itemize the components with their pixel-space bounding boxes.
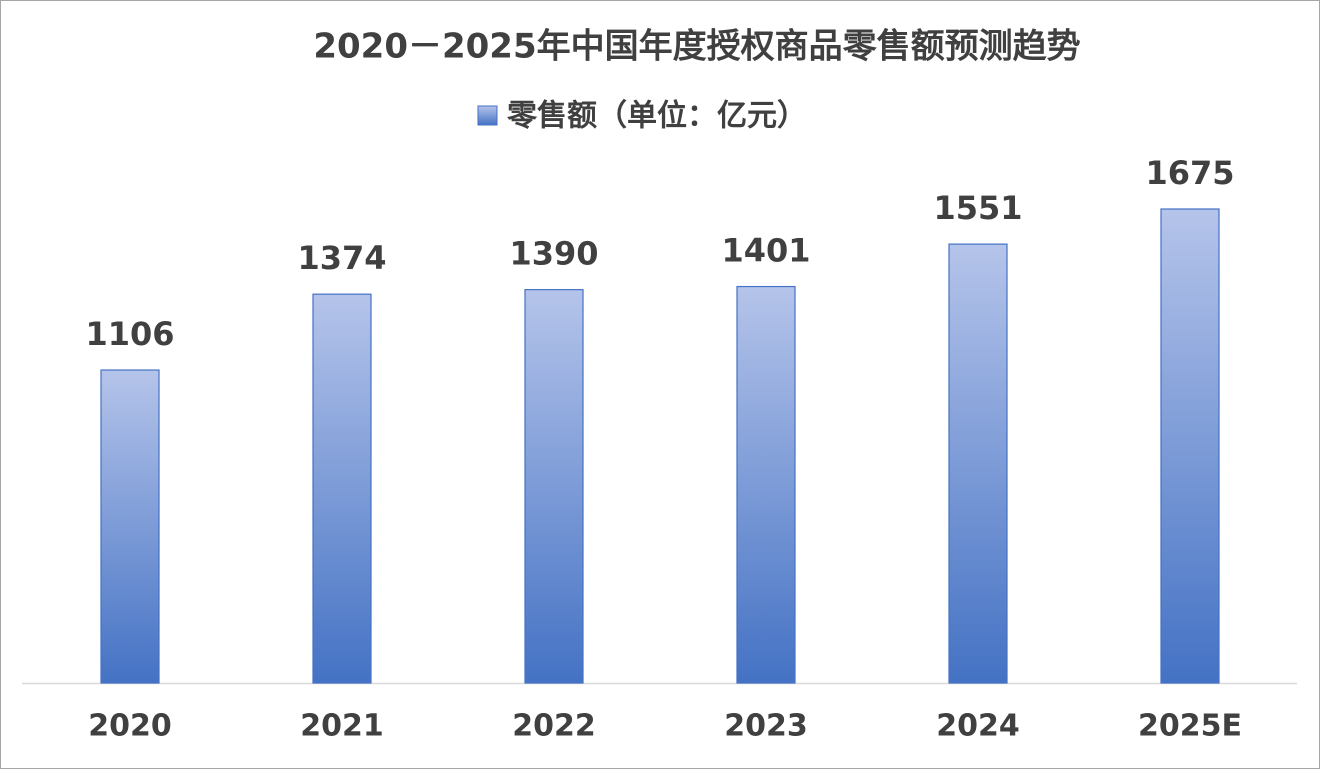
bar [736,285,796,684]
data-label: 1551 [933,189,1022,227]
bar [312,293,372,684]
x-tick-label: 2025E [1138,709,1242,744]
legend-label: 零售额（单位：亿元） [507,99,807,134]
data-label: 1390 [509,235,598,273]
x-tick-label: 2020 [88,709,172,744]
data-label: 1401 [721,232,810,270]
bar [948,243,1008,684]
bar [1160,208,1220,684]
legend-swatch [477,105,498,126]
bar [100,369,160,684]
x-tick-label: 2022 [512,709,596,744]
x-tick-label: 2021 [300,709,384,744]
bar [524,289,584,684]
x-tick-label: 2023 [724,709,808,744]
data-label: 1374 [297,239,386,277]
data-label: 1675 [1145,154,1234,192]
chart-title: 2020－2025年中国年度授权商品零售额预测趋势 [313,27,1080,67]
data-label: 1106 [85,315,174,353]
x-tick-label: 2024 [936,709,1020,744]
